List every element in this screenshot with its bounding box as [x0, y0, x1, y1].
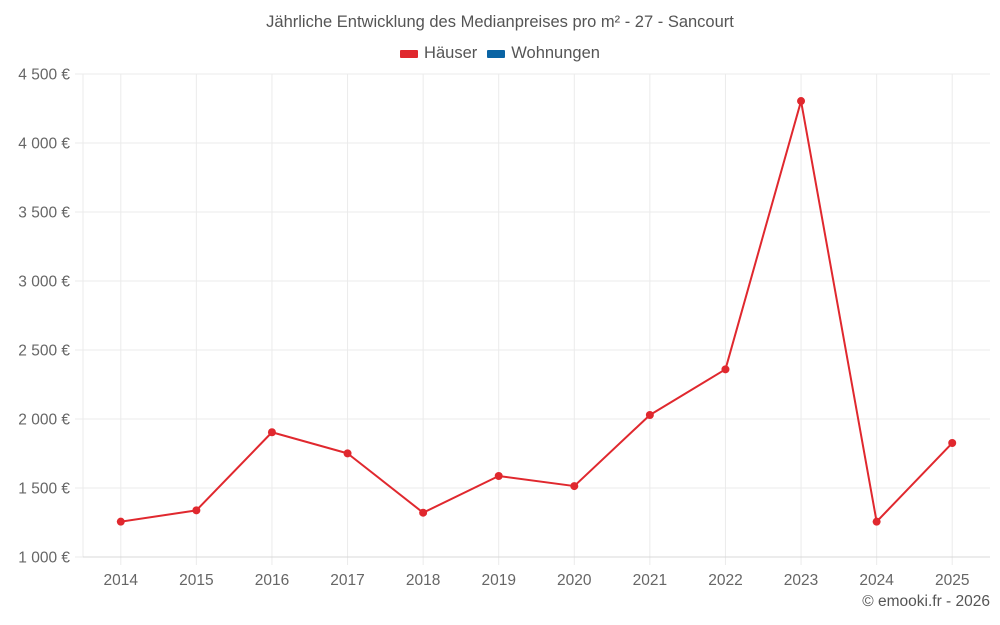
legend-label-apartments: Wohnungen — [511, 44, 600, 62]
y-tick-label: 2 500 € — [18, 343, 70, 360]
x-tick-label: 2024 — [859, 572, 894, 589]
x-tick-label: 2018 — [406, 572, 440, 589]
chart-title: Jährliche Entwicklung des Medianpreises … — [266, 13, 734, 31]
copyright-credit: © emooki.fr - 2026 — [862, 593, 990, 610]
data-point[interactable] — [948, 439, 957, 448]
legend-swatch-apartments — [487, 49, 506, 58]
y-tick-label: 1 000 € — [18, 550, 70, 567]
x-tick-label: 2017 — [330, 572, 364, 589]
chart-legend: Häuser Wohnungen — [0, 44, 1000, 63]
x-axis: 2014 2015 2016 2017 2018 2019 2020 2021 2022 2023… — [83, 556, 990, 589]
x-tick-label: 2025 — [935, 572, 969, 589]
series-houses — [116, 97, 957, 526]
data-point[interactable] — [419, 508, 428, 517]
data-point[interactable] — [797, 97, 806, 106]
x-tick-label: 2014 — [104, 572, 139, 589]
data-point[interactable] — [343, 449, 352, 458]
legend-item-houses[interactable]: Häuser — [400, 44, 477, 63]
data-point[interactable] — [872, 517, 881, 526]
x-tick-label: 2015 — [179, 572, 213, 589]
y-axis: 1 000 € 1 500 € 2 000 € 2 500 € 3 000 € 3 500… — [18, 67, 70, 567]
x-tick-label: 2020 — [557, 572, 592, 589]
y-tick-label: 3 500 € — [18, 205, 70, 222]
x-tick-label: 2023 — [784, 572, 818, 589]
data-point[interactable] — [645, 410, 654, 419]
chart-grid — [75, 73, 990, 565]
x-tick-label: 2019 — [481, 572, 515, 589]
x-tick-label: 2022 — [708, 572, 742, 589]
y-tick-label: 4 500 € — [18, 67, 70, 84]
data-point[interactable] — [192, 506, 201, 515]
x-tick-label: 2021 — [633, 572, 667, 589]
data-point[interactable] — [267, 428, 276, 437]
data-point[interactable] — [570, 482, 579, 491]
data-point[interactable] — [494, 471, 503, 480]
data-point[interactable] — [721, 365, 730, 374]
legend-swatch-houses — [400, 49, 419, 58]
y-tick-label: 3 000 € — [18, 274, 70, 291]
y-tick-label: 4 000 € — [18, 136, 70, 153]
data-point[interactable] — [116, 517, 125, 526]
legend-item-apartments[interactable]: Wohnungen — [487, 44, 600, 63]
legend-label-houses: Häuser — [424, 44, 478, 62]
y-tick-label: 1 500 € — [18, 481, 70, 498]
x-tick-label: 2016 — [255, 572, 289, 589]
y-tick-label: 2 000 € — [18, 412, 70, 429]
